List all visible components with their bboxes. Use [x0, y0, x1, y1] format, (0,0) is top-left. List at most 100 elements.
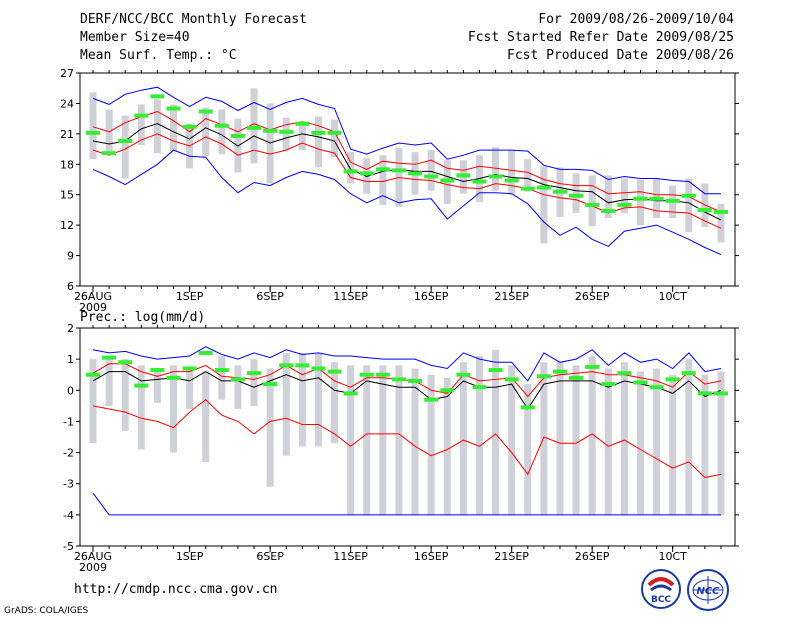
ensemble-marker — [424, 174, 439, 179]
spread-box — [508, 365, 516, 515]
bcc-logo: BCC — [641, 569, 681, 609]
spread-box — [411, 368, 419, 515]
y-tick-label: 0 — [67, 384, 74, 397]
spread-box — [137, 104, 145, 146]
ensemble-marker — [569, 375, 584, 380]
chart-title: DERF/NCC/BCC Monthly Forecast — [80, 12, 307, 27]
ensemble-marker — [601, 208, 616, 213]
ensemble-marker — [424, 397, 439, 402]
spread-box — [298, 123, 306, 151]
ensemble-marker — [375, 372, 390, 377]
ensemble-marker — [182, 366, 197, 371]
ensemble-marker — [649, 385, 664, 390]
ensemble-marker — [263, 382, 278, 387]
spread-box — [524, 159, 532, 192]
spread-box — [524, 384, 532, 515]
x-tick-label: 1SEP — [176, 550, 204, 563]
spread-box — [669, 374, 677, 515]
spread-box — [331, 362, 339, 444]
ensemble-marker — [327, 130, 342, 135]
ensemble-marker — [456, 173, 471, 178]
ensemble-marker — [440, 178, 455, 183]
lower-line — [92, 133, 722, 229]
spread-box — [717, 371, 725, 515]
spread-box — [218, 356, 226, 400]
min-line — [92, 149, 722, 256]
ensemble-marker — [681, 193, 696, 198]
spread-box — [314, 352, 322, 447]
x-tick-label: 1SEP — [176, 290, 204, 303]
ensemble-marker — [472, 385, 487, 390]
x-tick-label: 11SEP — [333, 550, 368, 563]
plot-frame — [79, 72, 736, 287]
precip-label: Prec.: log(mm/d) — [80, 310, 206, 325]
spread-box — [250, 359, 258, 406]
ensemble-marker — [617, 371, 632, 376]
ensemble-marker — [536, 185, 551, 190]
ensemble-marker — [118, 360, 133, 365]
ensemble-marker — [617, 202, 632, 207]
y-tick-label: -2 — [63, 447, 74, 460]
ensemble-marker — [456, 372, 471, 377]
spread-box — [604, 175, 612, 219]
spread-box — [250, 88, 258, 164]
ensemble-marker — [472, 179, 487, 184]
spread-box — [492, 147, 500, 191]
upper-line — [92, 110, 722, 213]
spread-box — [298, 352, 306, 447]
x-tick-label: 6SEP — [256, 550, 284, 563]
ensemble-marker — [214, 123, 229, 128]
ensemble-marker — [311, 366, 326, 371]
spread-box — [89, 92, 97, 160]
spread-box — [588, 175, 596, 227]
spread-box — [427, 374, 435, 515]
y-tick-label: -3 — [63, 478, 74, 491]
spread-box — [540, 362, 548, 515]
ensemble-marker — [247, 371, 262, 376]
spread-box — [556, 362, 564, 515]
spread-box — [89, 359, 97, 444]
y-tick-label: -5 — [63, 540, 74, 553]
y-tick-label: 1 — [67, 353, 74, 366]
y-tick-label: 21 — [60, 128, 74, 141]
spread-box — [363, 158, 371, 194]
spread-box — [492, 349, 500, 515]
ensemble-marker — [697, 391, 712, 396]
spread-box — [427, 150, 435, 191]
spread-box — [701, 374, 709, 515]
spread-box — [604, 368, 612, 515]
spread-box — [137, 365, 145, 450]
ensemble-marker — [102, 355, 117, 360]
spread-box — [620, 362, 628, 515]
x-tick-label: 26SEP — [575, 290, 610, 303]
spread-box — [636, 179, 644, 226]
max-line — [92, 86, 721, 195]
member-size: Member Size=40 — [80, 30, 190, 45]
ensemble-marker — [86, 372, 100, 377]
spread-box — [331, 119, 339, 158]
ensemble-marker — [665, 377, 680, 382]
x-tick-label: 21SEP — [494, 290, 529, 303]
mean-line — [92, 123, 722, 221]
grads-credit: GrADS: COLA/IGES — [4, 606, 89, 616]
x-tick-label: 16SEP — [414, 290, 449, 303]
source-url[interactable]: http://cmdp.ncc.cma.gov.cn — [74, 582, 278, 597]
spread-box — [170, 104, 178, 152]
y-tick-label: 6 — [67, 280, 74, 293]
y-tick-label: -1 — [63, 415, 74, 428]
x-tick-year-label: 2009 — [79, 301, 107, 314]
ensemble-marker — [359, 372, 374, 377]
spread-box — [234, 365, 242, 409]
ensemble-marker — [166, 375, 181, 380]
ensemble-marker — [488, 174, 503, 179]
x-tick-label: 10CT — [658, 550, 687, 563]
min-line — [92, 492, 721, 516]
y-tick-label: 24 — [60, 97, 74, 110]
spread-box — [282, 352, 290, 456]
spread-box — [475, 356, 483, 515]
spread-box — [443, 377, 451, 515]
spread-box — [620, 178, 628, 213]
x-tick-label: 21SEP — [494, 550, 529, 563]
ensemble-marker — [585, 364, 600, 369]
